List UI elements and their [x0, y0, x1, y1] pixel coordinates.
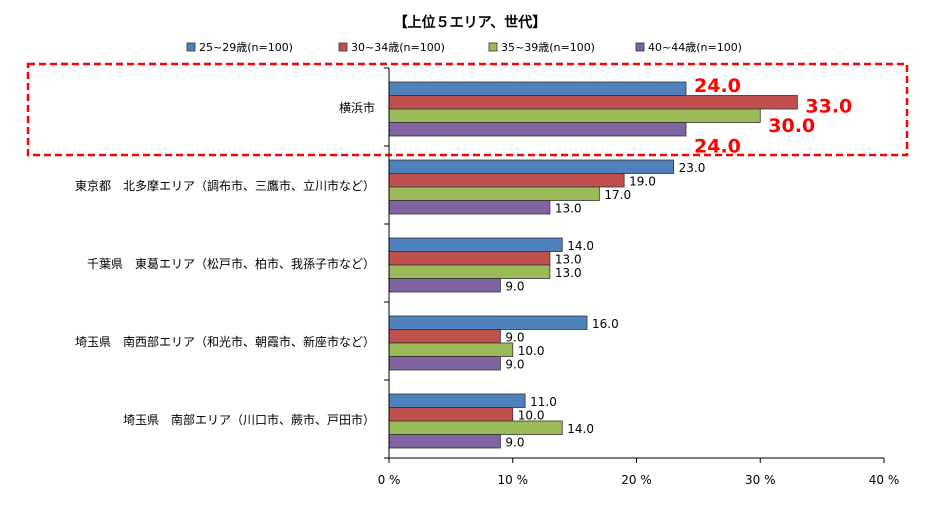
- bar: [388, 186, 600, 201]
- bar: [388, 122, 687, 137]
- legend: 25~29歳(n=100) 30~34歳(n=100) 35~39歳(n=100) 4…: [186, 41, 742, 54]
- bar: [388, 264, 551, 279]
- bar: [388, 278, 501, 293]
- bar: [388, 393, 526, 408]
- legend-label: 40~44歳(n=100): [648, 41, 742, 54]
- data-label: 14.0: [567, 239, 594, 253]
- bar: [388, 95, 798, 110]
- data-label-highlight: 33.0: [805, 95, 852, 117]
- data-label-highlight: 24.0: [694, 135, 741, 157]
- highlight-box: [26, 62, 909, 157]
- data-label: 13.0: [555, 201, 582, 215]
- category-label: 横浜市: [339, 100, 375, 115]
- data-label: 23.0: [679, 161, 706, 175]
- x-tick-label: 20 %: [621, 473, 652, 487]
- legend-label: 35~39歳(n=100): [501, 41, 595, 54]
- category-label: 東京都 北多摩エリア（調布市、三鷹市、立川市など）: [75, 178, 375, 193]
- legend-swatch: [338, 42, 348, 52]
- category-label: 千葉県 東葛エリア（松戸市、柏市、我孫子市など）: [87, 256, 375, 271]
- bar: [388, 329, 501, 344]
- data-label: 9.0: [505, 330, 524, 344]
- bar: [388, 315, 588, 330]
- legend-label: 25~29歳(n=100): [199, 41, 293, 54]
- legend-label: 30~34歳(n=100): [351, 41, 445, 54]
- bar: [388, 420, 563, 435]
- x-tick-label: 30 %: [745, 473, 776, 487]
- bar: [388, 434, 501, 449]
- chart-title: 【上位５エリア、世代】: [394, 14, 547, 31]
- data-label: 16.0: [592, 317, 619, 331]
- data-label-highlight: 24.0: [694, 75, 741, 97]
- data-label: 9.0: [505, 435, 524, 449]
- x-tick-label: 40 %: [869, 473, 900, 487]
- data-label: 17.0: [604, 188, 631, 202]
- bar: [388, 173, 625, 188]
- data-label: 9.0: [505, 279, 524, 293]
- bar: [388, 200, 551, 215]
- category-label: 埼玉県 南西部エリア（和光市、朝霞市、新座市など）: [75, 334, 375, 349]
- data-label: 9.0: [505, 357, 524, 371]
- category-label: 埼玉県 南部エリア（川口市、蕨市、戸田市）: [123, 412, 375, 427]
- data-label-highlight: 30.0: [768, 115, 815, 137]
- legend-swatch: [635, 42, 645, 52]
- bar: [388, 108, 761, 123]
- data-label: 11.0: [530, 395, 557, 409]
- bar: [388, 81, 687, 96]
- data-label: 13.0: [555, 266, 582, 280]
- data-label: 10.0: [518, 344, 545, 358]
- data-label: 14.0: [567, 422, 594, 436]
- x-tick-label: 0 %: [378, 473, 401, 487]
- bar: [388, 356, 501, 371]
- bar: [388, 237, 563, 252]
- data-label: 10.0: [518, 408, 545, 422]
- data-label: 19.0: [629, 174, 656, 188]
- legend-swatch: [488, 42, 498, 52]
- bar: [388, 407, 514, 422]
- data-label: 13.0: [555, 252, 582, 266]
- bar: [388, 342, 514, 357]
- legend-swatch: [186, 42, 196, 52]
- bar: [388, 159, 675, 174]
- bar: [388, 251, 551, 266]
- x-tick-label: 10 %: [498, 473, 529, 487]
